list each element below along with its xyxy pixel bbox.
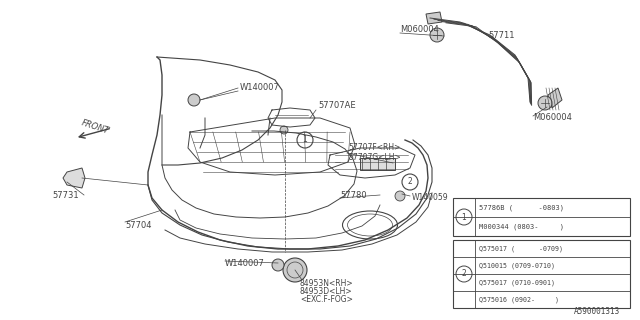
Text: 57707AE: 57707AE bbox=[318, 100, 356, 109]
Text: W140059: W140059 bbox=[412, 194, 449, 203]
Polygon shape bbox=[426, 12, 442, 24]
Text: <EXC.F-FOG>: <EXC.F-FOG> bbox=[300, 294, 353, 303]
Text: A590001313: A590001313 bbox=[573, 308, 620, 316]
Text: M000344 (0803-     ): M000344 (0803- ) bbox=[479, 223, 564, 230]
Text: FRONT: FRONT bbox=[80, 118, 110, 136]
Text: 1: 1 bbox=[303, 135, 307, 145]
Text: 2: 2 bbox=[408, 178, 412, 187]
Circle shape bbox=[395, 191, 405, 201]
Text: W140007: W140007 bbox=[225, 259, 265, 268]
Text: M060004: M060004 bbox=[400, 26, 439, 35]
Circle shape bbox=[430, 28, 444, 42]
Text: 57711: 57711 bbox=[488, 30, 515, 39]
Text: 1: 1 bbox=[461, 212, 467, 221]
Circle shape bbox=[283, 258, 307, 282]
Text: Q575017 (      -0709): Q575017 ( -0709) bbox=[479, 245, 563, 252]
Text: 57731: 57731 bbox=[52, 190, 79, 199]
Text: 57707F<RH>: 57707F<RH> bbox=[348, 143, 401, 153]
Text: Q575016 (0902-     ): Q575016 (0902- ) bbox=[479, 296, 559, 303]
Text: Q510015 (0709-0710): Q510015 (0709-0710) bbox=[479, 262, 555, 269]
Circle shape bbox=[272, 259, 284, 271]
Text: 2: 2 bbox=[461, 269, 467, 278]
Text: 57780: 57780 bbox=[340, 190, 367, 199]
Text: 57707G<LH>: 57707G<LH> bbox=[348, 154, 401, 163]
Polygon shape bbox=[548, 88, 562, 108]
Text: 57786B (      -0803): 57786B ( -0803) bbox=[479, 204, 564, 211]
Circle shape bbox=[402, 174, 418, 190]
Circle shape bbox=[297, 132, 313, 148]
Text: 57704: 57704 bbox=[125, 220, 152, 229]
Circle shape bbox=[280, 126, 288, 134]
Bar bbox=[453, 198, 630, 236]
Text: 84953N<RH>: 84953N<RH> bbox=[300, 278, 354, 287]
Bar bbox=[453, 240, 630, 308]
Polygon shape bbox=[63, 168, 85, 188]
Circle shape bbox=[538, 96, 552, 110]
Text: M060004: M060004 bbox=[533, 114, 572, 123]
Circle shape bbox=[188, 94, 200, 106]
Text: Q575017 (0710-0901): Q575017 (0710-0901) bbox=[479, 279, 555, 286]
Bar bbox=[360, 158, 395, 170]
Text: W140007: W140007 bbox=[240, 83, 280, 92]
Circle shape bbox=[456, 209, 472, 225]
Text: 84953D<LH>: 84953D<LH> bbox=[300, 286, 353, 295]
Circle shape bbox=[456, 266, 472, 282]
